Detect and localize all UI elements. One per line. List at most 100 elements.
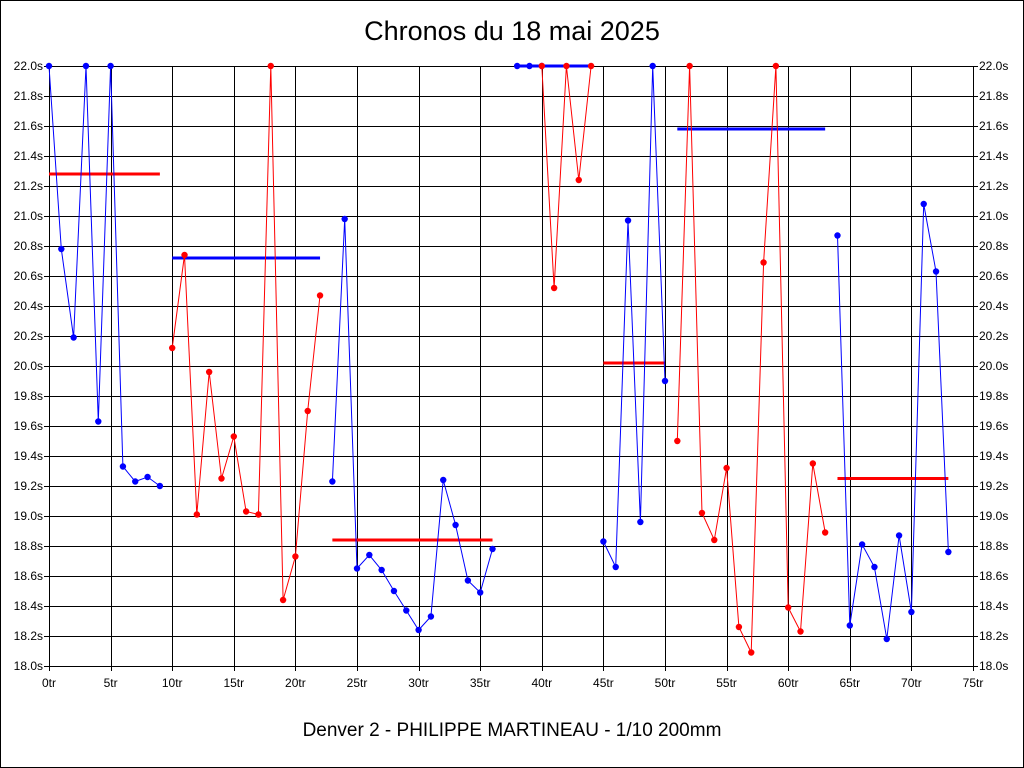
x-tick-label: 45tr [593, 676, 614, 690]
x-tick-label: 5tr [104, 676, 118, 690]
data-point [723, 464, 730, 472]
y-tick-label-left: 19.2s [14, 479, 43, 493]
data-point [489, 545, 496, 553]
y-tick-label-right: 20.4s [979, 299, 1008, 313]
data-point [674, 437, 681, 445]
data-point [230, 433, 237, 440]
series-line [602, 65, 666, 568]
data-point [341, 215, 348, 223]
data-point [353, 565, 361, 572]
series-line [171, 65, 321, 601]
data-point [329, 478, 336, 485]
data-point [587, 62, 595, 70]
x-tick-label: 25tr [347, 676, 368, 690]
y-tick-label-right: 22.0s [979, 59, 1008, 73]
y-tick-label-left: 19.8s [14, 389, 43, 403]
y-tick-label-left: 20.8s [14, 239, 43, 253]
series-line [837, 203, 949, 640]
data-point [82, 62, 90, 70]
data-point [464, 577, 472, 584]
data-point [132, 478, 139, 485]
data-point [58, 245, 65, 253]
data-point [895, 532, 903, 539]
data-point [883, 635, 890, 643]
y-tick-label-left: 22.0s [14, 59, 43, 73]
data-point [735, 623, 743, 631]
data-point [686, 62, 693, 70]
data-point [292, 553, 299, 560]
data-point [698, 509, 706, 517]
data-point [440, 476, 447, 484]
data-point [452, 521, 459, 529]
x-tick-label: 55tr [716, 676, 737, 690]
y-tick-label-left: 21.0s [14, 209, 43, 223]
data-point [600, 538, 607, 545]
data-point [403, 607, 410, 614]
y-tick-label-right: 18.6s [979, 569, 1008, 583]
y-tick-label-left: 20.4s [14, 299, 43, 313]
x-tick-label: 40tr [531, 676, 552, 690]
y-tick-label-left: 21.4s [14, 149, 43, 163]
y-tick-label-left: 20.0s [14, 359, 43, 373]
data-point [908, 608, 915, 616]
data-point [550, 284, 558, 292]
data-point [858, 541, 866, 548]
data-point [834, 232, 841, 239]
data-point [748, 649, 755, 656]
y-tick-label-left: 18.0s [14, 659, 43, 673]
data-point [304, 407, 311, 415]
y-tick-label-left: 18.6s [14, 569, 43, 583]
data-point [575, 176, 582, 184]
y-tick-label-left: 21.6s [14, 119, 43, 133]
y-tick-label-right: 20.0s [979, 359, 1008, 373]
x-tick-label: 75tr [963, 676, 984, 690]
data-point [797, 628, 804, 635]
data-point [279, 596, 287, 604]
x-tick-label: 70tr [901, 676, 922, 690]
x-tick-label: 15tr [223, 676, 244, 690]
y-tick-label-right: 21.4s [979, 149, 1008, 163]
y-tick-label-right: 20.8s [979, 239, 1008, 253]
y-tick-label-right: 18.0s [979, 659, 1008, 673]
data-point [427, 613, 435, 620]
data-point [255, 511, 262, 518]
data-point [242, 508, 250, 515]
x-tick-label: 60tr [778, 676, 799, 690]
data-point [107, 62, 114, 70]
data-point [45, 62, 53, 70]
series-line [541, 65, 592, 289]
y-tick-label-right: 19.8s [979, 389, 1008, 403]
series-line [48, 65, 161, 487]
data-point [95, 418, 102, 425]
data-point [624, 217, 632, 224]
data-point [169, 344, 176, 352]
y-tick-label-right: 19.2s [979, 479, 1008, 493]
data-point [415, 626, 422, 634]
y-tick-label-left: 20.2s [14, 329, 43, 343]
data-point [809, 460, 817, 467]
data-point [637, 518, 644, 526]
y-tick-label-left: 20.6s [14, 269, 43, 283]
y-tick-label-right: 21.0s [979, 209, 1008, 223]
data-point [366, 551, 373, 559]
y-tick-label-left: 18.2s [14, 629, 43, 643]
data-point [649, 62, 656, 70]
data-point [760, 259, 767, 266]
x-tick-label: 35tr [470, 676, 491, 690]
data-point [772, 62, 780, 70]
x-tick-label: 50tr [655, 676, 676, 690]
y-tick-label-right: 21.8s [979, 89, 1008, 103]
y-tick-label-right: 21.2s [979, 179, 1008, 193]
y-tick-label-left: 19.4s [14, 449, 43, 463]
data-point [119, 463, 127, 470]
x-tick-label: 10tr [162, 676, 183, 690]
chart-x-axis-label: Denver 2 - PHILIPPE MARTINEAU - 1/10 200… [302, 720, 722, 741]
y-tick-label-right: 18.4s [979, 599, 1008, 613]
data-point [193, 511, 201, 518]
data-point [267, 62, 274, 70]
y-tick-label-right: 20.2s [979, 329, 1008, 343]
data-point [144, 473, 151, 481]
y-tick-label-left: 21.2s [14, 179, 43, 193]
data-point [538, 62, 545, 70]
